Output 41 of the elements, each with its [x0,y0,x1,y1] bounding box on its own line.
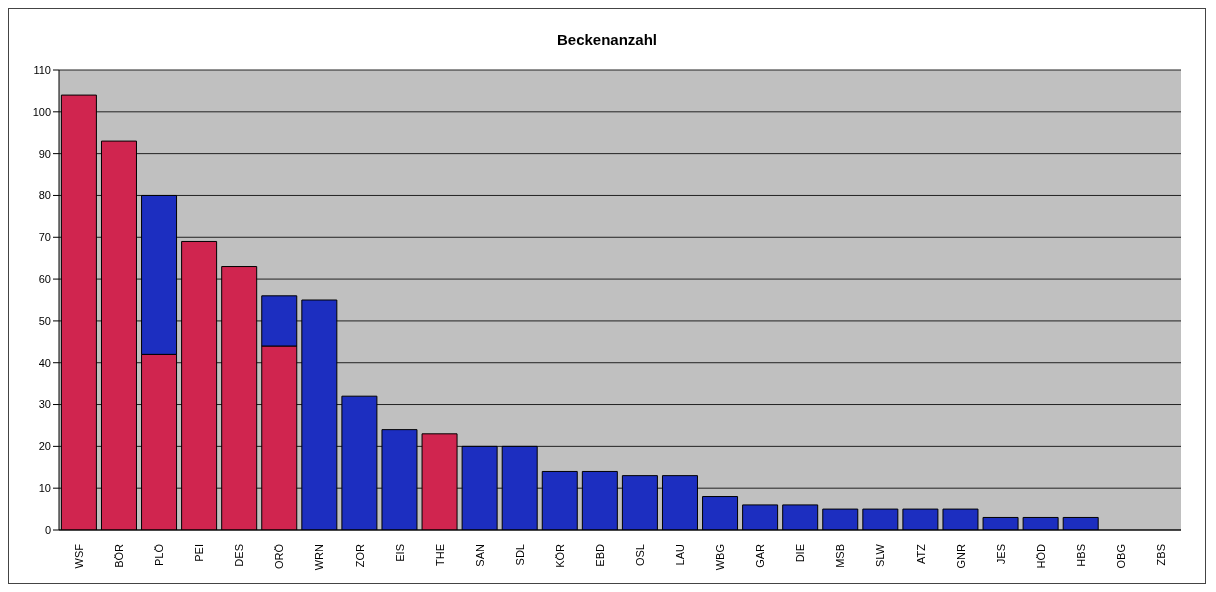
x-tick-label: EBD [593,543,606,567]
x-tick-label: WBG [714,544,727,571]
y-tick-label: 30 [38,398,51,411]
x-tick-label: SAN [473,543,486,567]
y-tick-label: 0 [44,523,51,536]
x-tick-label: WRN [313,543,326,571]
x-tick-label: ZOR [353,543,366,568]
x-tick-label: SLW [874,543,887,568]
x-tick-label: GNR [954,543,967,569]
x-tick-label: JES [994,544,1007,565]
x-tick-label: DIE [794,544,807,563]
x-tick-label: EIS [393,544,406,562]
x-tick-label: HÖD [1034,543,1047,569]
y-tick-label: 90 [38,147,51,160]
x-tick-label: KÖR [553,543,566,568]
x-tick-label: BÖR [113,543,126,568]
y-tick-label: 110 [33,63,51,76]
x-tick-label: HBS [1074,544,1087,567]
x-tick-label: ORÖ [273,543,286,570]
x-tick-label: ZBS [1154,544,1167,566]
x-tick-label: SDL [513,544,526,566]
x-tick-label: MSB [834,544,847,568]
y-tick-label: 100 [32,105,51,118]
x-tick-label: OSL [634,544,647,567]
x-tick-label: WSF [73,543,86,569]
x-tick-label: ATZ [914,543,927,564]
x-tick-label: OBG [1114,544,1127,569]
x-tick-label: PEI [193,544,206,562]
y-tick-label: 60 [38,273,51,285]
x-tick-label: THE [433,544,446,566]
chart-title: Beckenanzahl [555,31,658,48]
y-tick-label: 20 [38,440,51,453]
x-tick-label: DES [233,544,246,567]
y-tick-label: 40 [38,356,51,369]
y-tick-label: 70 [38,231,51,244]
x-tick-label: LAU [674,543,687,566]
y-tick-label: 80 [38,189,51,202]
y-tick-label: 50 [38,314,51,327]
x-tick-label: PLÖ [153,543,166,567]
y-tick-label: 10 [38,482,51,495]
x-tick-label: GAR [754,543,767,568]
